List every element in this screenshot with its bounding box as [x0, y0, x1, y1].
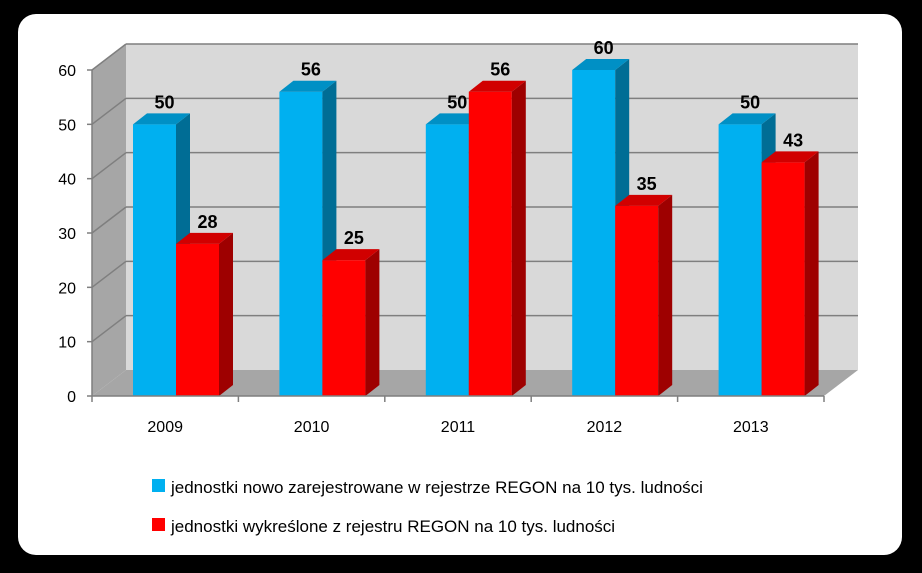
bar-side: [658, 194, 673, 396]
y-tick-label: 10: [58, 335, 76, 352]
data-label: 56: [301, 60, 321, 80]
bar-front: [761, 162, 805, 396]
x-tick-label: 2012: [587, 419, 623, 436]
bar-top: [615, 194, 673, 206]
bar-front: [615, 205, 659, 396]
bar-front: [279, 91, 323, 396]
legend: jednostki nowo zarejestrowane w rejestrz…: [152, 478, 703, 536]
bar-front: [572, 70, 616, 396]
x-tick-label: 2013: [733, 419, 769, 436]
data-label: 50: [154, 92, 174, 112]
gridline-side: [91, 260, 127, 288]
bar-front: [718, 124, 762, 396]
y-tick-label: 50: [58, 117, 76, 134]
data-label: 50: [447, 92, 467, 112]
data-label: 28: [197, 212, 217, 232]
bar-top: [718, 113, 776, 125]
data-label: 60: [594, 38, 614, 58]
legend-label: jednostki wykreślone z rejestru REGON na…: [170, 517, 615, 536]
x-tick-label: 2010: [294, 419, 330, 436]
bar-side: [219, 232, 233, 396]
legend-swatch: [152, 479, 165, 492]
y-tick-label: 0: [67, 389, 76, 406]
gridline-side: [91, 206, 127, 234]
y-tick-label: 20: [58, 280, 76, 297]
bar-top: [133, 113, 190, 125]
y-axis-ticks: 0 10 20 30 40 50 60: [58, 63, 93, 406]
bar-top: [279, 80, 337, 92]
data-label: 43: [783, 130, 803, 150]
bar-top: [176, 232, 233, 244]
chart-frame: 0 10 20 30 40 50 60 50 28 56 25 50 56 60 35 50 43 2009 2…: [18, 14, 902, 555]
bar-front: [468, 91, 512, 396]
x-tick-label: 2009: [147, 419, 183, 436]
bar-top: [322, 249, 380, 261]
bar-front: [322, 260, 366, 396]
y-tick-label: 60: [58, 63, 76, 80]
gridline-side: [91, 43, 127, 71]
bar-front: [176, 243, 219, 396]
data-label: 35: [637, 174, 657, 194]
bar-top: [761, 151, 819, 163]
bar-side: [804, 151, 819, 396]
gridline-side: [91, 315, 127, 343]
bar-front: [425, 124, 469, 396]
x-axis: 2009 2010 2011 2012 2013: [91, 395, 825, 436]
data-label: 56: [490, 60, 510, 80]
legend-swatch: [152, 518, 165, 531]
y-tick-label: 30: [58, 226, 76, 243]
bar-top: [572, 59, 630, 70]
bar-top: [468, 80, 526, 92]
gridline-side: [91, 152, 127, 180]
bar-top: [425, 113, 483, 125]
bar-side: [365, 249, 380, 396]
bars: [133, 59, 819, 396]
bar-front: [133, 124, 176, 396]
gridline-side: [91, 97, 127, 125]
y-tick-label: 40: [58, 172, 76, 189]
data-label: 50: [740, 92, 760, 112]
bar-side: [511, 80, 526, 396]
data-labels: 50 28 56 25 50 56 60 35 50 43: [154, 38, 803, 248]
data-label: 25: [344, 228, 364, 248]
legend-label: jednostki nowo zarejestrowane w rejestrz…: [170, 478, 703, 497]
x-tick-label: 2011: [441, 419, 476, 436]
